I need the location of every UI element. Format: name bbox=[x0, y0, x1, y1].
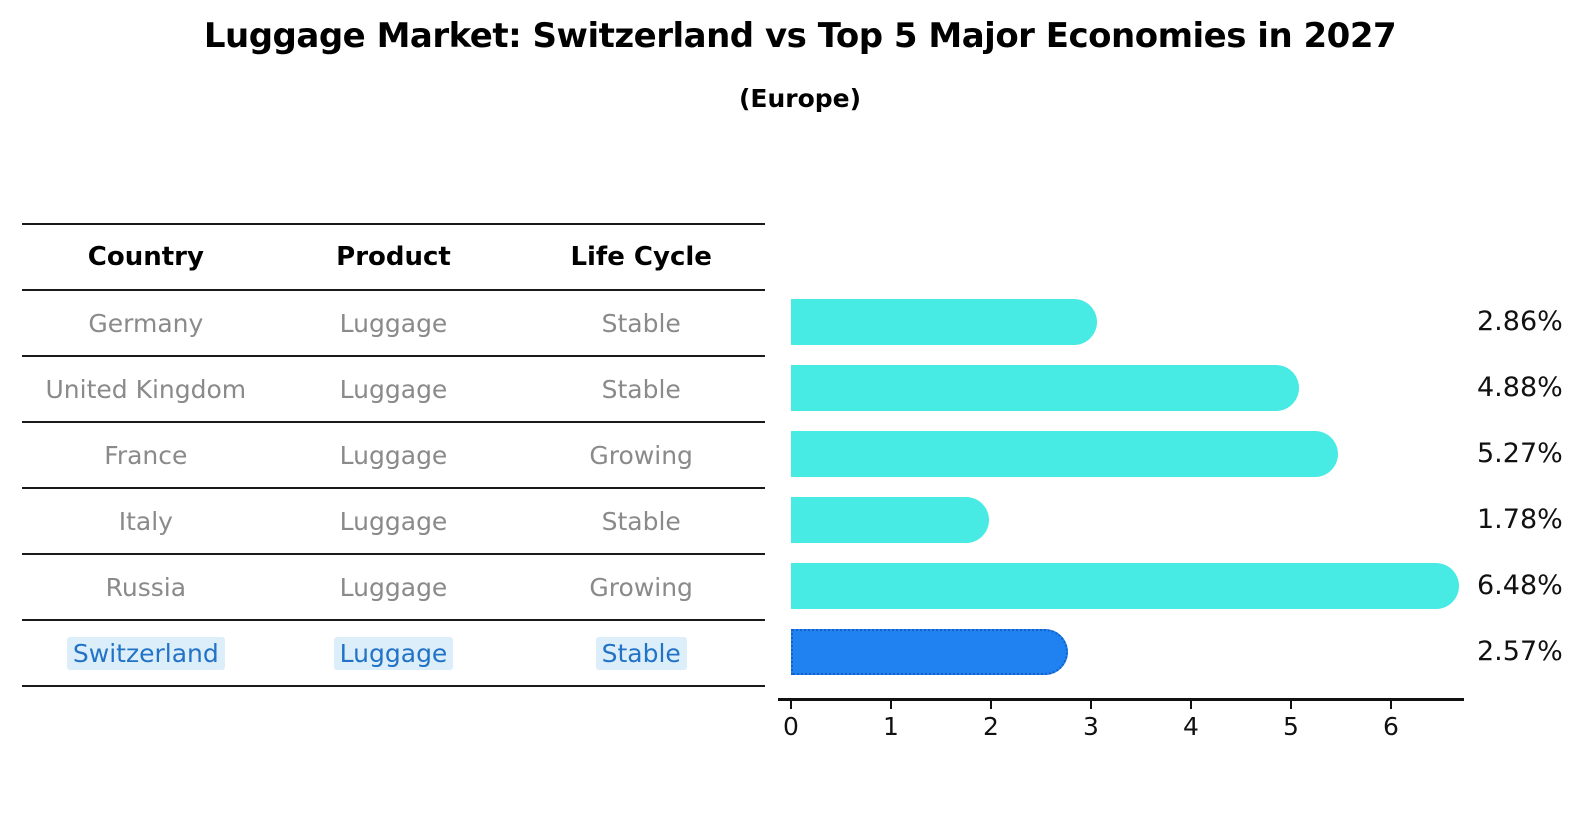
x-tick-mark bbox=[1290, 701, 1292, 709]
table-cell-text: Germany bbox=[88, 308, 204, 338]
value-label-france: 5.27% bbox=[1477, 438, 1563, 469]
table-cell-life-cycle: Stable bbox=[517, 309, 765, 338]
table-cell-text: Growing bbox=[589, 572, 693, 602]
table-cell-text: Stable bbox=[601, 374, 681, 404]
table-cell-text: Luggage bbox=[339, 374, 448, 404]
table-header-row: Country Product Life Cycle bbox=[22, 225, 765, 291]
table-cell-country: United Kingdom bbox=[22, 375, 270, 404]
value-label-russia: 6.48% bbox=[1477, 570, 1563, 601]
table-cell-text: Luggage bbox=[333, 636, 454, 670]
bar-italy bbox=[791, 497, 989, 543]
table-row-germany: Germany Luggage Stable bbox=[22, 291, 765, 357]
x-tick-mark bbox=[890, 701, 892, 709]
table-row-france: France Luggage Growing bbox=[22, 423, 765, 489]
table-cell-country: Italy bbox=[22, 507, 270, 536]
table-cell-country: France bbox=[22, 441, 270, 470]
x-tick-label: 4 bbox=[1183, 712, 1199, 741]
bar-france bbox=[791, 431, 1338, 477]
value-label-italy: 1.78% bbox=[1477, 504, 1563, 535]
table-cell-text: Stable bbox=[601, 506, 681, 536]
table-cell-product: Luggage bbox=[270, 573, 518, 602]
x-tick-label: 2 bbox=[983, 712, 999, 741]
table-cell-text: Russia bbox=[105, 572, 187, 602]
table-cell-text: Stable bbox=[601, 308, 681, 338]
table-cell-product: Luggage bbox=[270, 636, 518, 670]
bar-united-kingdom bbox=[791, 365, 1299, 411]
table-cell-product: Luggage bbox=[270, 375, 518, 404]
x-tick-label: 5 bbox=[1283, 712, 1299, 741]
x-tick-mark bbox=[1390, 701, 1392, 709]
x-axis-line bbox=[778, 698, 1464, 701]
table-body: Germany Luggage Stable United Kingdom Luggag… bbox=[22, 291, 765, 687]
table-cell-text: Stable bbox=[595, 636, 687, 670]
table-cell-text: Luggage bbox=[339, 440, 448, 470]
table-row-switzerland: Switzerland Luggage Stable bbox=[22, 621, 765, 687]
table-cell-text: Luggage bbox=[339, 506, 448, 536]
table-cell-text: Luggage bbox=[339, 308, 448, 338]
x-tick-label: 1 bbox=[883, 712, 899, 741]
table-cell-life-cycle: Stable bbox=[517, 507, 765, 536]
table-cell-life-cycle: Stable bbox=[517, 375, 765, 404]
x-tick-mark bbox=[1190, 701, 1192, 709]
country-table: Country Product Life Cycle Germany Luggag… bbox=[22, 223, 765, 687]
bar-russia bbox=[791, 563, 1459, 609]
x-tick-label: 3 bbox=[1083, 712, 1099, 741]
table-cell-text: Growing bbox=[589, 440, 693, 470]
table-row-italy: Italy Luggage Stable bbox=[22, 489, 765, 555]
table-row-united-kingdom: United Kingdom Luggage Stable bbox=[22, 357, 765, 423]
table-cell-country: Switzerland bbox=[22, 636, 270, 670]
table-cell-text: Luggage bbox=[339, 572, 448, 602]
table-cell-text: Italy bbox=[118, 506, 173, 536]
table-row-russia: Russia Luggage Growing bbox=[22, 555, 765, 621]
value-label-switzerland: 2.57% bbox=[1477, 636, 1563, 667]
chart-subtitle: (Europe) bbox=[738, 84, 862, 113]
table-header-lifecycle: Life Cycle bbox=[570, 242, 712, 272]
table-cell-product: Luggage bbox=[270, 441, 518, 470]
table-cell-product: Luggage bbox=[270, 507, 518, 536]
table-cell-life-cycle: Stable bbox=[517, 636, 765, 670]
table-header-product: Product bbox=[336, 242, 451, 272]
table-cell-text: France bbox=[104, 440, 188, 470]
value-label-germany: 2.86% bbox=[1477, 306, 1563, 337]
x-tick-label: 0 bbox=[783, 712, 799, 741]
table-cell-life-cycle: Growing bbox=[517, 573, 765, 602]
table-cell-country: Germany bbox=[22, 309, 270, 338]
bar-germany bbox=[791, 299, 1097, 345]
value-label-united-kingdom: 4.88% bbox=[1477, 372, 1563, 403]
table-cell-life-cycle: Growing bbox=[517, 441, 765, 470]
x-tick-mark bbox=[1090, 701, 1092, 709]
x-tick-mark bbox=[990, 701, 992, 709]
x-tick-label: 6 bbox=[1383, 712, 1399, 741]
table-cell-product: Luggage bbox=[270, 309, 518, 338]
table-header-country: Country bbox=[87, 242, 204, 272]
chart-title: Luggage Market: Switzerland vs Top 5 Maj… bbox=[203, 16, 1397, 56]
table-cell-country: Russia bbox=[22, 573, 270, 602]
bar-switzerland bbox=[791, 629, 1068, 675]
table-cell-text: Switzerland bbox=[66, 636, 225, 670]
x-tick-mark bbox=[790, 701, 792, 709]
table-cell-text: United Kingdom bbox=[45, 374, 247, 404]
